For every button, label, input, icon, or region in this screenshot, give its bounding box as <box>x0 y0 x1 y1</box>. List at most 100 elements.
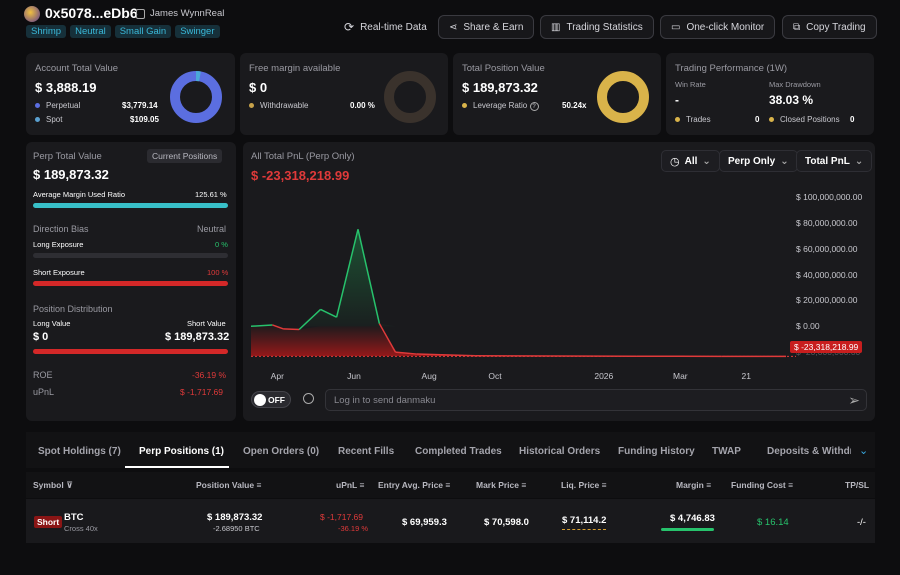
realtime-data-button[interactable]: ⟳ Real-time Data <box>344 15 427 39</box>
pnl-line-segment <box>272 324 284 330</box>
direction-label: Direction Bias <box>33 224 89 234</box>
spot-dot <box>35 117 40 123</box>
th-liq[interactable]: Liq. Price ≡ <box>561 480 607 490</box>
current-positions-badge[interactable]: Current Positions <box>147 149 223 163</box>
pnl-line-segment <box>283 328 300 331</box>
positive-area <box>251 229 786 327</box>
help-icon[interactable]: ? <box>529 102 539 111</box>
margin-ratio-value: 125.61 % <box>195 190 227 199</box>
position-donut <box>597 71 649 123</box>
active-tab-underline <box>125 466 229 468</box>
tab-spot-holdings[interactable]: Spot Holdings (7) <box>38 446 121 457</box>
pnl-type-label: Total PnL <box>805 155 850 167</box>
realtime-label: Real-time Data <box>360 21 427 33</box>
statistics-label: Trading Statistics <box>566 21 643 33</box>
sort-icon: ≡ <box>601 480 607 490</box>
account-value: $ 3,888.19 <box>35 80 97 95</box>
leverage-value: 50.24x <box>562 101 587 110</box>
closed-value: 0 <box>850 115 855 124</box>
table-row[interactable]: Short BTC Cross 40x $ 189,873.32 -2.6895… <box>26 499 875 543</box>
th-position-value[interactable]: Position Value ≡ <box>196 480 262 490</box>
sort-icon: ≡ <box>445 480 451 490</box>
tab-recent-fills[interactable]: Recent Fills <box>338 446 395 457</box>
toggle-knob <box>254 394 266 406</box>
th-mark[interactable]: Mark Price ≡ <box>476 480 527 490</box>
pnl-type-dropdown[interactable]: Total PnL ⌄ <box>796 150 873 172</box>
upnl-label: uPnL <box>33 387 55 397</box>
margin-value: $ 0 <box>249 80 268 95</box>
perpetual-label: Perpetual <box>46 101 81 110</box>
tpsl-value: -/- <box>857 517 866 528</box>
share-label: Share & Earn <box>463 21 524 33</box>
pnl-value: $ -23,318,218.99 <box>251 168 350 183</box>
send-icon[interactable]: ➢ <box>848 392 860 408</box>
share-icon: ⋖ <box>449 21 458 33</box>
tab-perp-positions[interactable]: Perp Positions (1) <box>139 446 225 457</box>
margin-donut <box>384 71 436 123</box>
time-filter-label: All <box>684 155 698 167</box>
trading-statistics-button[interactable]: ▥ Trading Statistics <box>540 15 654 39</box>
margin-ratio-bar <box>33 203 228 208</box>
perp-filter-label: Perp Only <box>728 155 776 167</box>
card-title: Total Position Value <box>462 63 545 74</box>
card-title: Trading Performance (1W) <box>675 63 788 74</box>
tab-historical-orders[interactable]: Historical Orders <box>519 446 601 457</box>
tab-completed-trades[interactable]: Completed Trades <box>415 446 502 457</box>
y-tick-label: $ 100,000,000.00 <box>796 191 863 202</box>
tab-funding-history[interactable]: Funding History <box>618 446 695 457</box>
th-funding[interactable]: Funding Cost ≡ <box>731 480 794 490</box>
x-tick-label: Mar <box>673 371 688 381</box>
perp-filter-dropdown[interactable]: Perp Only ⌄ <box>719 150 798 172</box>
danmaku-input[interactable]: Log in to send danmaku ➢ <box>325 389 867 411</box>
copy-icon[interactable] <box>136 9 145 19</box>
wallet-address: 0x5078...eDb6 <box>45 5 138 21</box>
tab-deposits-withdraw[interactable]: Deposits & Withdraw <box>767 446 851 457</box>
copy-trading-button[interactable]: ⧉ Copy Trading <box>782 15 877 39</box>
share-earn-button[interactable]: ⋖ Share & Earn <box>438 15 535 39</box>
sort-icon: ≡ <box>521 480 527 490</box>
total-position-card: Total Position Value $ 189,873.32 Levera… <box>453 53 661 135</box>
short-exposure-label: Short Exposure <box>33 268 85 277</box>
leverage-label: Leverage Ratio <box>473 101 528 110</box>
perpetual-value: $3,779.14 <box>122 101 158 110</box>
long-exposure-bar <box>33 253 228 258</box>
danmaku-toggle[interactable]: OFF <box>251 391 291 408</box>
upnl-value: $ -1,717.69 <box>320 512 364 522</box>
tag: Small Gain <box>114 25 172 38</box>
copy-trading-icon: ⧉ <box>793 21 801 33</box>
th-symbol[interactable]: Symbol ⊽ <box>33 480 73 490</box>
x-tick-label: Aug <box>421 371 437 381</box>
danmaku-settings-icon[interactable] <box>303 393 314 404</box>
pnl-chart[interactable] <box>251 180 796 370</box>
account-total-card: Account Total Value $ 3,888.19 Perpetual… <box>26 53 235 135</box>
monitor-button[interactable]: ▭ One-click Monitor <box>660 15 776 39</box>
max-drawdown-value: 38.03 % <box>769 93 814 107</box>
chevron-down-icon[interactable]: ⌄ <box>859 445 869 457</box>
y-tick-label: $ 80,000,000.00 <box>796 217 858 228</box>
tag: Shrimp <box>26 25 67 38</box>
distribution-bar <box>33 349 228 354</box>
entry-price: $ 69,959.3 <box>402 517 447 528</box>
tab-open-orders[interactable]: Open Orders (0) <box>243 446 320 457</box>
tab-twap[interactable]: TWAP <box>712 446 741 457</box>
y-tick-label: $ 40,000,000.00 <box>796 269 858 280</box>
withdrawable-dot <box>249 103 254 109</box>
tag: Neutral <box>70 25 111 38</box>
card-title: Account Total Value <box>35 63 119 74</box>
coin-name[interactable]: BTC <box>64 512 84 523</box>
long-value-label: Long Value <box>33 319 71 328</box>
account-donut <box>170 71 222 123</box>
th-upnl[interactable]: uPnL ≡ <box>336 480 365 490</box>
x-tick-label: 2026 <box>594 371 614 381</box>
pnl-line-segment <box>416 353 441 356</box>
pnl-line-segment <box>320 308 337 318</box>
th-margin[interactable]: Margin ≡ <box>676 480 712 490</box>
time-filter-dropdown[interactable]: ◷ All ⌄ <box>661 150 720 172</box>
th-entry[interactable]: Entry Avg. Price ≡ <box>378 480 451 490</box>
monitor-icon: ▭ <box>671 21 681 33</box>
sort-icon: ≡ <box>359 480 365 490</box>
pnl-line-segment <box>440 353 476 357</box>
pnl-line-segment <box>251 324 273 328</box>
short-exposure-bar <box>33 281 228 286</box>
margin-ratio-label: Average Margin Used Ratio <box>33 190 125 199</box>
